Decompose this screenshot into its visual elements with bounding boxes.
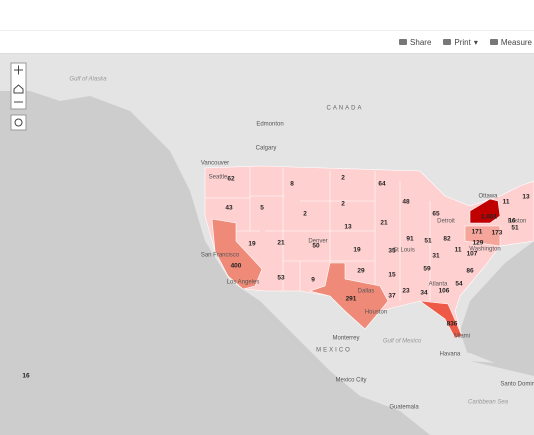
count-label: 129 [473, 240, 484, 247]
place-label: St Louis [393, 248, 415, 254]
state-tx [308, 262, 389, 330]
count-label: 11 [455, 247, 462, 254]
count-label: 2 [303, 211, 307, 218]
place-label: MEXICO [316, 348, 352, 354]
toolbar: Share Print ▾ Measure [0, 30, 534, 54]
map[interactable]: Gulf of Alaska CANADA Edmonton Calgary Vanco… [0, 54, 534, 435]
share-button[interactable]: Share [399, 38, 431, 47]
count-label: 51 [424, 238, 432, 245]
count-label: 400 [231, 263, 242, 270]
count-label: 59 [423, 266, 431, 273]
count-label: 15 [388, 272, 396, 279]
count-label: 91 [406, 236, 414, 243]
count-label: 13 [522, 194, 530, 201]
state-ny [469, 198, 501, 224]
place-label: CANADA [326, 106, 363, 112]
count-label: 31 [432, 253, 440, 260]
place-label: Mexico City [335, 378, 366, 384]
count-label: 1,001 [481, 214, 498, 221]
place-label: Detroit [437, 219, 455, 225]
label: Print [454, 37, 471, 47]
state-borders [205, 167, 431, 301]
map-controls [10, 62, 27, 131]
place-label: Gulf of Alaska [69, 77, 107, 83]
place-label: Santo Domingo [500, 382, 534, 388]
count-label: 16 [508, 218, 516, 225]
count-label: 11 [503, 199, 510, 206]
place-label: Gulf of Mexico [383, 339, 422, 345]
count-label: 171 [472, 229, 483, 236]
place-label: Havana [440, 352, 461, 358]
place-label: Miami [454, 334, 470, 340]
place-label: Houston [365, 310, 387, 316]
count-label: 21 [277, 240, 285, 247]
count-label: 106 [439, 288, 450, 295]
place-label: Washington [469, 247, 500, 253]
count-label: 51 [511, 225, 519, 232]
state-fl [418, 300, 463, 339]
place-label: Seattle [209, 175, 228, 181]
place-label: Atlanta [429, 282, 448, 288]
state-pa-nj [464, 225, 501, 247]
header-space [0, 0, 534, 30]
count-label: 54 [455, 281, 463, 288]
count-label: 50 [312, 243, 320, 250]
count-label: 34 [420, 290, 428, 297]
place-label: Denver [308, 239, 327, 245]
zoom-panel[interactable] [10, 62, 27, 110]
count-label: 37 [388, 293, 396, 300]
place-label: Los Angeles [227, 280, 260, 286]
place-label: San Francisco [201, 253, 240, 259]
place-label: Guatemala [389, 405, 419, 411]
cuba [440, 351, 495, 363]
count-label: 13 [344, 224, 352, 231]
count-label: 21 [380, 220, 388, 227]
print-button[interactable]: Print ▾ [443, 37, 478, 47]
label: Measure [500, 37, 532, 47]
count-label: 62 [227, 176, 235, 183]
place-label: Vancouver [201, 161, 229, 167]
count-label: 8 [290, 181, 294, 188]
count-label: 43 [225, 205, 233, 212]
count-label: 2 [341, 175, 345, 182]
place-label: Dallas [358, 289, 375, 295]
zoom-icons [13, 65, 24, 103]
place-label: Caribbean Sea [468, 400, 509, 406]
count-label: 82 [443, 236, 451, 243]
place-label: Calgary [256, 146, 277, 152]
count-label: 291 [346, 296, 357, 303]
place-label: Boston [508, 219, 527, 225]
count-label: 107 [467, 251, 478, 258]
state-ca [211, 218, 263, 290]
count-label: 23 [402, 288, 410, 295]
label: Share [410, 37, 432, 47]
count-label: 35 [388, 248, 396, 255]
place-label: Ottawa [478, 194, 498, 200]
count-label: 173 [492, 230, 503, 237]
count-label: 19 [248, 241, 256, 248]
count-label: 9 [311, 277, 315, 284]
count-label: 53 [277, 275, 285, 282]
count-label: 836 [447, 321, 458, 328]
place-label: Monterrey [332, 336, 359, 342]
locate-button[interactable] [10, 114, 27, 131]
count-label: 19 [353, 247, 361, 254]
place-label: Edmonton [256, 122, 283, 128]
count-label: 16 [22, 373, 30, 380]
count-label: 64 [378, 181, 386, 188]
measure-button[interactable]: Measure [489, 37, 532, 47]
count-label: 2 [341, 201, 345, 208]
count-label: 86 [466, 268, 474, 275]
count-label: 65 [432, 211, 440, 218]
locate-icon [14, 118, 23, 127]
count-label: 5 [260, 205, 264, 212]
count-label: 48 [402, 199, 410, 206]
count-label: 29 [357, 268, 365, 275]
